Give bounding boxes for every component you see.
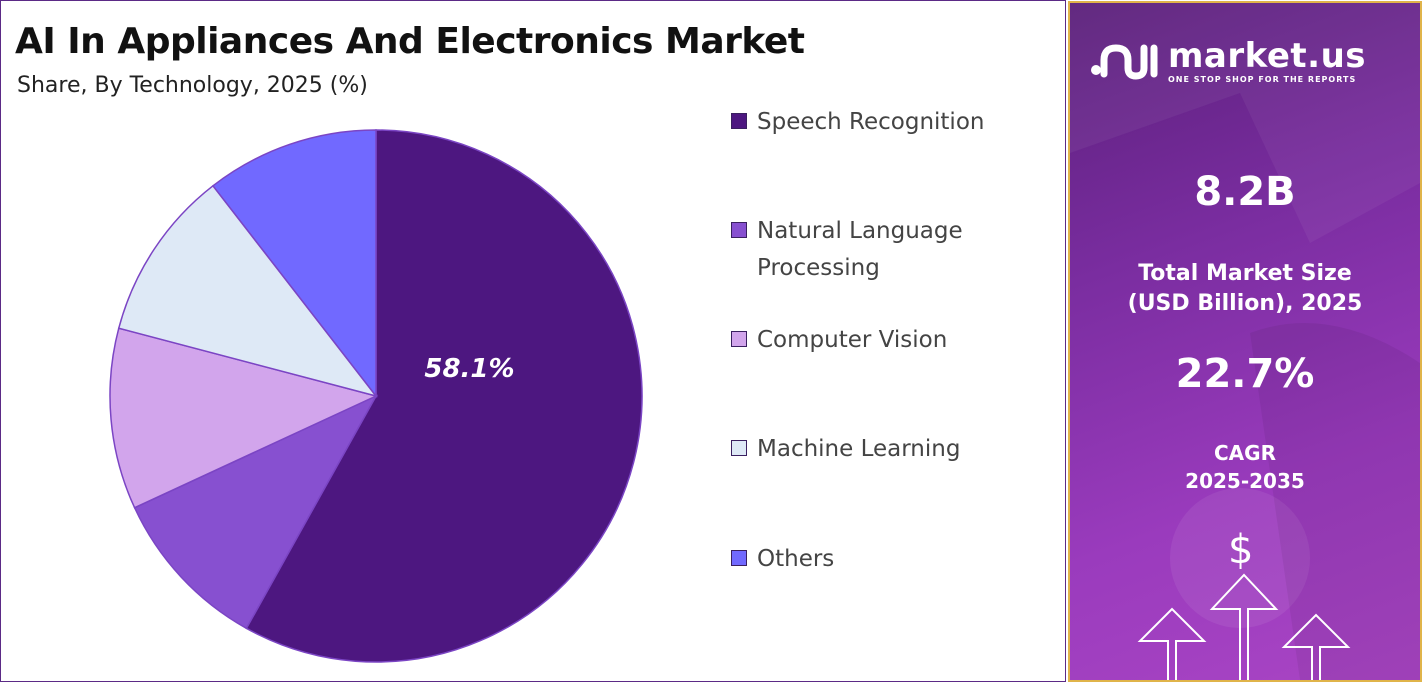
cagr-label: CAGR	[1214, 441, 1276, 465]
pie-slice-others	[211, 129, 377, 399]
market-size-value: 8.2B	[1194, 169, 1296, 215]
market-us-logo-icon	[1091, 43, 1158, 80]
legend-swatch	[731, 113, 747, 129]
growth-arrows-icon	[1137, 573, 1351, 680]
pie-slice-computer-vision	[109, 327, 379, 509]
chart-title: AI In Appliances And Electronics Market	[15, 21, 805, 62]
legend-label: Machine Learning	[757, 436, 961, 462]
legend-item-computer-vision: Computer Vision	[731, 322, 1007, 359]
legend-item-speech-recognition: Speech Recognition	[731, 104, 1007, 141]
brand-name: market.us	[1168, 36, 1367, 76]
legend-label: Speech Recognition	[757, 109, 985, 135]
chart-subtitle: Share, By Technology, 2025 (%)	[17, 73, 368, 98]
legend-swatch	[731, 222, 747, 238]
legend-label: Others	[757, 546, 835, 572]
market-size-label-line2: (USD Billion), 2025	[1127, 291, 1363, 316]
market-summary-panel: market.us ONE STOP SHOP FOR THE REPORTS …	[1068, 1, 1422, 682]
pie-slice-natural-language-processing	[133, 394, 378, 630]
legend-swatch	[731, 331, 747, 347]
legend-label: Computer Vision	[757, 327, 948, 353]
legend-item-natural-language-processing: Natural Language Processing	[731, 213, 1007, 287]
pie-slice-speech-recognition	[245, 129, 643, 663]
legend-item-others: Others	[731, 541, 1007, 578]
pie-slice-machine-learning	[117, 184, 378, 398]
legend-label: Natural Language Processing	[757, 218, 963, 281]
pie-chart: 58.1%	[109, 129, 643, 663]
cagr-years: 2025-2035	[1185, 469, 1305, 493]
dollar-icon: $	[1228, 527, 1254, 573]
brand-tagline: ONE STOP SHOP FOR THE REPORTS	[1168, 75, 1357, 84]
data-label-speech-recognition: 58.1%	[424, 354, 514, 384]
chart-panel: AI In Appliances And Electronics Market …	[0, 0, 1066, 682]
brand: market.us ONE STOP SHOP FOR THE REPORTS	[1090, 39, 1366, 84]
legend-swatch	[731, 550, 747, 566]
legend-swatch	[731, 440, 747, 456]
cagr-value: 22.7%	[1175, 351, 1315, 397]
legend-item-machine-learning: Machine Learning	[731, 431, 1007, 468]
market-size-label-line1: Total Market Size	[1138, 261, 1352, 286]
